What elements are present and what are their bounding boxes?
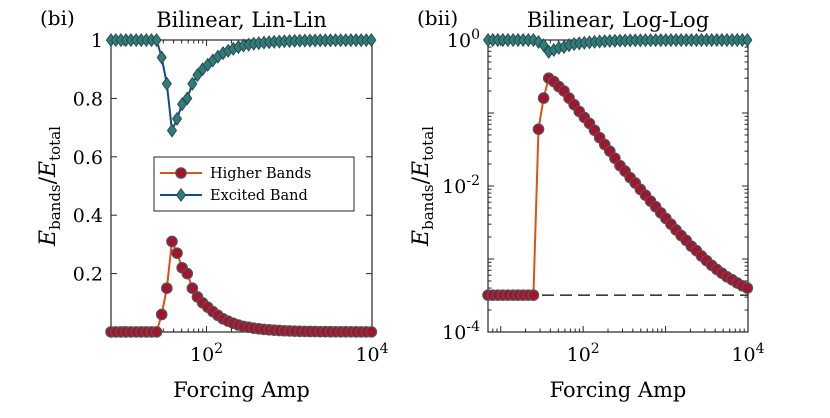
- data-point-excited-band: [187, 76, 198, 91]
- y-tick-label-exp: 0: [471, 27, 480, 43]
- legend-marker-higher-bands: [175, 167, 187, 179]
- y-label-sub-bands: bands: [46, 184, 64, 230]
- data-point-higher-bands: [741, 282, 754, 294]
- y-tick-label-exp: -2: [466, 173, 480, 189]
- x-tick-label-exp: 2: [591, 341, 600, 357]
- x-axis-label: Forcing Amp: [550, 378, 687, 402]
- legend-entry: Higher Bands: [210, 166, 311, 182]
- y-label-slash: /: [36, 176, 61, 184]
- x-tick-label-exp: 2: [214, 341, 223, 357]
- y-label-e2: E: [36, 161, 61, 178]
- chart-title: Bilinear, Lin-Lin: [156, 8, 327, 32]
- legend-marker-excited-band: [175, 187, 187, 203]
- data-point-excited-band: [366, 33, 377, 48]
- x-tick-label: 104: [355, 341, 388, 366]
- x-tick-label: 104: [731, 341, 764, 366]
- x-tick-label-exp: 4: [380, 341, 389, 357]
- x-tick-label-exp: 4: [756, 341, 765, 357]
- data-point-higher-bands: [527, 289, 540, 301]
- series-line-excited-band: [111, 39, 372, 135]
- y-label-sub-bands: bands: [419, 184, 437, 230]
- data-point-higher-bands: [155, 308, 168, 321]
- legend-box: [153, 156, 355, 212]
- data-point-higher-bands: [171, 247, 183, 259]
- x-tick-label-base: 10: [731, 344, 755, 366]
- legend-entry: Excited Band: [210, 188, 308, 204]
- data-point-excited-band: [161, 76, 172, 91]
- data-point-higher-bands: [161, 282, 173, 294]
- plot-area: [482, 32, 754, 301]
- axes-box: [110, 39, 373, 333]
- y-tick-label: 0.8: [73, 88, 103, 110]
- axes-box: [487, 39, 749, 333]
- chart-title: Bilinear, Log-Log: [527, 8, 709, 32]
- y-label-sub-total: total: [46, 126, 64, 161]
- data-point-excited-band: [171, 111, 183, 126]
- legend: Higher Bands Excited Band: [153, 156, 355, 212]
- data-point-excited-band: [742, 32, 753, 48]
- y-tick-label: 100: [447, 27, 480, 52]
- y-tick-label-base: 10: [442, 176, 466, 198]
- y-label-e: E: [36, 230, 61, 247]
- y-label-slash: /: [409, 176, 434, 184]
- y-label-e: E: [409, 230, 434, 247]
- x-tick-label-base: 10: [355, 344, 379, 366]
- data-point-higher-bands: [181, 267, 194, 280]
- series-line-higher-bands: [111, 237, 372, 333]
- data-point-excited-band: [533, 34, 544, 50]
- data-point-excited-band: [182, 91, 193, 106]
- y-tick-label-base: 10: [447, 30, 471, 52]
- x-tick-label-base: 10: [190, 344, 214, 366]
- y-tick-label-base: 10: [442, 322, 466, 344]
- data-point-excited-band: [166, 123, 178, 138]
- y-axis-label: Ebands/Etotal: [36, 126, 64, 247]
- x-axis-label: Forcing Amp: [173, 378, 310, 402]
- y-label-e2: E: [409, 161, 434, 178]
- y-tick-label: 0.2: [73, 264, 103, 286]
- x-tick-label-base: 10: [567, 344, 591, 366]
- y-tick-label: 0.6: [73, 147, 103, 169]
- x-tick-label: 102: [567, 341, 600, 366]
- data-point-higher-bands: [166, 235, 178, 248]
- panel-label: (bi): [40, 6, 75, 30]
- data-point-higher-bands: [365, 326, 378, 338]
- panel-label: (bii): [417, 6, 458, 30]
- data-point-excited-band: [538, 38, 549, 53]
- plot-area: [105, 33, 378, 338]
- y-tick-label: 1: [91, 30, 103, 52]
- data-point-higher-bands: [537, 92, 550, 104]
- data-point-excited-band: [156, 50, 167, 65]
- y-tick-label: 0.4: [73, 205, 103, 227]
- y-tick-label: 10-2: [442, 173, 480, 198]
- data-point-higher-bands: [150, 326, 163, 338]
- data-point-higher-bands: [186, 282, 199, 294]
- y-tick-label-exp: -4: [466, 319, 480, 335]
- x-tick-label: 102: [190, 341, 223, 366]
- y-axis-label: Ebands/Etotal: [409, 126, 437, 247]
- data-point-higher-bands: [532, 123, 545, 135]
- y-label-sub-total: total: [419, 126, 437, 161]
- y-tick-label: 10-4: [442, 319, 480, 344]
- data-point-excited-band: [151, 33, 162, 48]
